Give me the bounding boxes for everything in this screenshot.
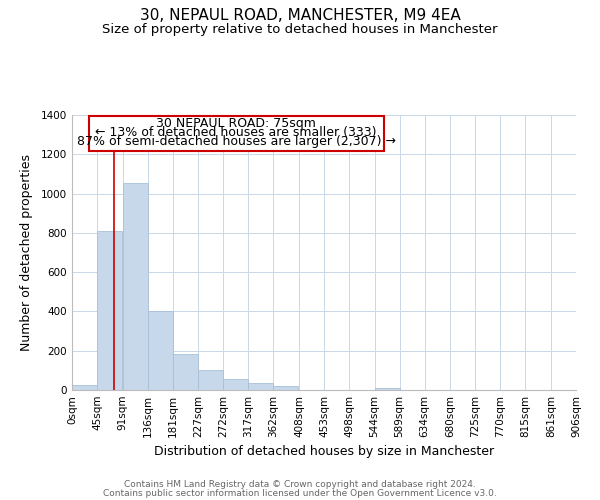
Bar (374, 388, 400, 390)
Bar (223, 379, 248, 390)
Bar (198, 370, 223, 390)
Text: Contains HM Land Registry data © Crown copyright and database right 2024.: Contains HM Land Registry data © Crown c… (124, 480, 476, 489)
Y-axis label: Number of detached properties: Number of detached properties (20, 154, 32, 351)
Bar (72, 385, 97, 390)
Bar (97, 231, 122, 390)
Text: 87% of semi-detached houses are larger (2,307) →: 87% of semi-detached houses are larger (… (77, 135, 395, 148)
Text: Contains public sector information licensed under the Open Government Licence v3: Contains public sector information licen… (103, 488, 497, 498)
Text: ← 13% of detached houses are smaller (333): ← 13% of detached houses are smaller (33… (95, 126, 377, 140)
Bar (122, 183, 148, 390)
FancyBboxPatch shape (89, 116, 383, 152)
Bar (148, 312, 173, 390)
Bar (248, 383, 274, 390)
Bar (173, 354, 198, 390)
Text: 30 NEPAUL ROAD: 75sqm: 30 NEPAUL ROAD: 75sqm (156, 118, 316, 130)
Bar (274, 386, 298, 390)
Text: 30, NEPAUL ROAD, MANCHESTER, M9 4EA: 30, NEPAUL ROAD, MANCHESTER, M9 4EA (140, 8, 460, 22)
X-axis label: Distribution of detached houses by size in Manchester: Distribution of detached houses by size … (154, 446, 494, 458)
Text: Size of property relative to detached houses in Manchester: Size of property relative to detached ho… (102, 22, 498, 36)
